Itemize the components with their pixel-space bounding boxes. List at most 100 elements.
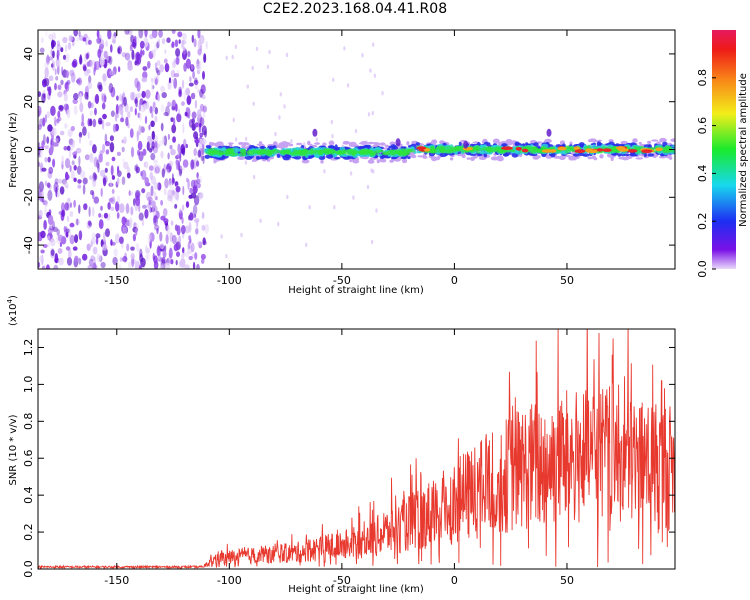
noise-blob: [55, 186, 58, 198]
noise-blob: [101, 93, 107, 104]
noise-blob: [67, 129, 73, 137]
noise-blob: [56, 137, 60, 147]
band-blob: [647, 153, 655, 157]
noise-blob: [179, 151, 182, 162]
noise-blob: [134, 60, 138, 66]
noise-blob: [197, 175, 203, 184]
noise-blob: [176, 69, 180, 75]
noise-speck: [255, 46, 259, 52]
noise-blob: [64, 202, 69, 211]
noise-blob: [99, 43, 104, 50]
noise-blob: [199, 132, 204, 138]
noise-blob: [65, 174, 70, 180]
noise-blob: [202, 70, 205, 80]
noise-blob: [156, 246, 161, 257]
noise-blob: [88, 175, 93, 180]
noise-blob: [168, 178, 172, 186]
noise-blob: [62, 36, 68, 44]
noise-blob: [104, 133, 108, 144]
noise-blob: [94, 61, 97, 72]
noise-blob: [119, 236, 124, 244]
noise-blob: [141, 169, 147, 181]
band-blob: [266, 158, 271, 162]
noise-blob: [109, 142, 115, 153]
noise-blob: [108, 82, 114, 94]
noise-blob: [178, 86, 183, 95]
noise-blob: [44, 67, 49, 78]
noise-blob: [65, 44, 68, 53]
noise-blob: [167, 189, 173, 200]
noise-speck: [266, 64, 270, 70]
noise-speck: [370, 168, 373, 173]
noise-blob: [163, 58, 168, 64]
band-blob: [490, 156, 499, 161]
noise-blob: [53, 116, 56, 121]
noise-blob: [194, 218, 200, 223]
noise-blob: [160, 104, 165, 113]
noise-blob: [190, 242, 195, 253]
noise-blob: [110, 206, 115, 211]
noise-blob: [196, 109, 202, 119]
noise-blob: [38, 181, 45, 192]
band-blob: [624, 153, 630, 157]
noise-blob: [137, 112, 141, 119]
snr-ylabel: SNR (10 * v/v): [8, 414, 19, 485]
noise-blob: [67, 197, 71, 203]
noise-blob: [87, 81, 93, 90]
noise-blob: [144, 115, 148, 125]
noise-speck: [277, 221, 280, 227]
noise-blob: [48, 33, 53, 40]
noise-blob: [94, 93, 100, 105]
noise-blob: [189, 212, 194, 221]
y-tick-label: -20: [22, 188, 35, 206]
x-tick-label: -100: [217, 274, 242, 287]
noise-blob: [167, 152, 170, 160]
snr-series-line: [38, 329, 675, 569]
noise-blob: [138, 30, 144, 39]
band-blob: [241, 145, 247, 147]
noise-blob: [89, 154, 94, 163]
noise-blob: [82, 126, 87, 136]
noise-blob: [74, 255, 79, 263]
noise-blob: [135, 227, 138, 236]
noise-blob: [176, 251, 180, 257]
noise-blob: [52, 32, 56, 40]
noise-blob: [73, 165, 77, 171]
noise-blob: [194, 122, 199, 128]
noise-blob: [119, 93, 122, 102]
noise-blob: [96, 37, 102, 44]
band-hotspot: [416, 146, 427, 150]
noise-blob: [111, 175, 115, 180]
noise-blob: [192, 70, 196, 79]
noise-blob: [160, 122, 164, 132]
noise-blob: [93, 173, 98, 181]
noise-blob: [143, 36, 149, 48]
noise-blob: [202, 155, 205, 165]
noise-blob: [187, 50, 191, 58]
noise-speck: [333, 205, 336, 210]
noise-blob: [129, 206, 135, 216]
band-blob: [314, 142, 320, 145]
band-blob: [670, 138, 675, 142]
noise-blob: [95, 236, 99, 245]
noise-blob: [105, 161, 110, 166]
noise-blob: [167, 133, 170, 141]
band-blob: [378, 150, 383, 153]
band-blob: [241, 142, 250, 146]
noise-speck: [352, 195, 355, 200]
noise-blob: [112, 123, 117, 133]
band-blob: [483, 153, 488, 158]
noise-blob: [83, 203, 88, 211]
noise-blob: [188, 221, 192, 233]
colorbar-label: Normalized spectral amplitude: [738, 73, 749, 227]
band-blob: [553, 155, 561, 159]
band-blob: [348, 141, 357, 146]
noise-blob: [142, 71, 148, 79]
noise-blob: [184, 111, 188, 117]
noise-blob: [142, 148, 147, 156]
noise-blob: [47, 242, 50, 248]
noise-blob: [139, 49, 143, 58]
noise-blob: [139, 40, 145, 49]
noise-blob: [178, 108, 181, 115]
noise-blob: [128, 190, 131, 196]
